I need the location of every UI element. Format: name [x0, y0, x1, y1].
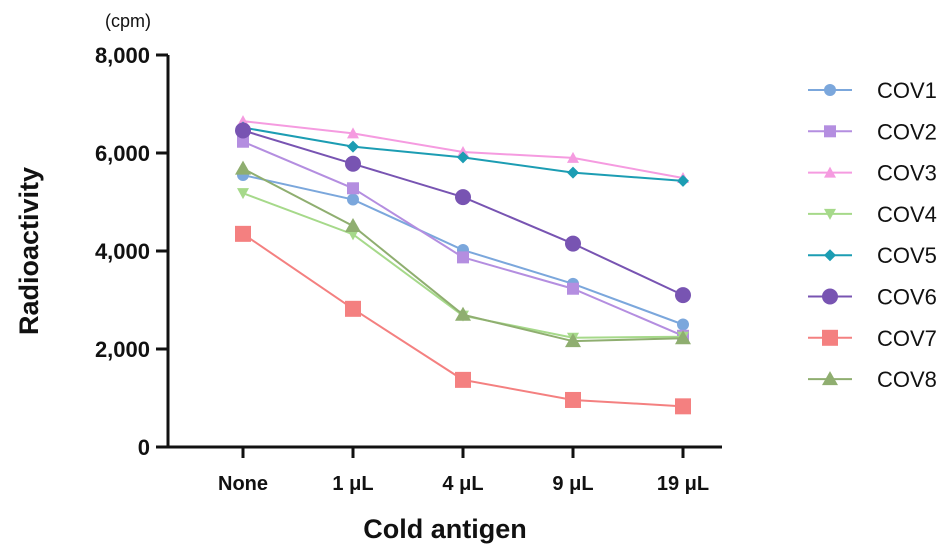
legend-item: COV3: [808, 161, 937, 186]
legend-label: COV2: [877, 119, 937, 144]
series-group: [235, 115, 691, 415]
series-cov6: [235, 122, 691, 304]
y-tick-label: 2,000: [95, 337, 150, 362]
data-point-diamond: [824, 249, 836, 262]
y-tick-label: 8,000: [95, 43, 150, 68]
data-point-triangle: [675, 330, 691, 345]
data-point-diamond: [347, 140, 359, 153]
data-point-square: [567, 282, 579, 295]
legend-item: COV6: [808, 285, 937, 310]
x-tick-label: 4 μL: [442, 473, 483, 495]
series-line: [242, 140, 684, 337]
data-point-triangle-down: [824, 208, 836, 220]
data-point-circle: [824, 84, 836, 96]
legend: COV1 COV2 COV3 COV4 COV5 COV6 COV7 COV8: [808, 78, 937, 392]
data-point-triangle: [235, 160, 251, 175]
data-point-square: [822, 329, 838, 346]
y-tick-label: 0: [138, 435, 150, 460]
data-point-square: [455, 371, 471, 388]
data-point-square: [345, 300, 361, 317]
legend-label: COV8: [877, 367, 937, 392]
y-unit-label: (cpm): [105, 11, 151, 31]
data-point-circle: [565, 235, 581, 252]
data-point-circle: [235, 122, 251, 139]
data-point-triangle-down: [347, 229, 359, 241]
y-axis-ticks: 0 2,000 4,000 6,000 8,000: [95, 43, 168, 460]
legend-item: COV1: [808, 78, 937, 103]
data-point-triangle: [567, 151, 579, 163]
legend-label: COV4: [877, 202, 937, 227]
data-point-triangle: [824, 166, 836, 178]
legend-label: COV7: [877, 326, 937, 351]
y-tick-label: 6,000: [95, 141, 150, 166]
data-point-square: [457, 251, 469, 264]
data-point-triangle: [455, 306, 471, 321]
data-point-triangle: [347, 127, 359, 139]
data-point-square: [675, 398, 691, 415]
y-axis-title: Radioactivity: [14, 167, 44, 335]
series-cov7: [235, 225, 691, 415]
legend-item: COV2: [808, 119, 937, 144]
data-point-triangle: [345, 218, 361, 233]
data-point-diamond: [677, 174, 689, 187]
axes: [166, 55, 722, 449]
series-cov8: [235, 160, 691, 348]
data-point-diamond: [567, 166, 579, 179]
x-axis-ticks: None 1 μL 4 μL 9 μL 19 μL: [218, 447, 709, 495]
data-point-circle: [345, 155, 361, 172]
data-point-circle: [675, 287, 691, 304]
legend-label: COV6: [877, 285, 937, 310]
legend-item: COV7: [808, 326, 937, 351]
data-point-triangle: [565, 333, 581, 348]
x-tick-label: 1 μL: [332, 473, 373, 495]
legend-item: COV8: [808, 367, 937, 392]
legend-label: COV1: [877, 78, 937, 103]
data-point-square: [824, 125, 836, 138]
data-point-triangle-down: [237, 188, 249, 200]
data-point-square: [237, 135, 249, 148]
data-point-square: [565, 391, 581, 408]
data-point-square: [235, 225, 251, 242]
x-axis-title: Cold antigen: [363, 514, 527, 544]
data-point-triangle: [822, 371, 838, 386]
data-point-circle: [822, 288, 838, 305]
data-point-circle: [347, 193, 359, 206]
legend-item: COV5: [808, 243, 937, 268]
legend-label: COV3: [877, 161, 937, 186]
data-point-diamond: [457, 151, 469, 164]
x-tick-label: 19 μL: [657, 473, 709, 495]
x-tick-label: None: [218, 473, 268, 495]
data-point-circle: [677, 318, 689, 331]
data-point-circle: [455, 189, 471, 206]
series-cov5: [237, 121, 689, 187]
data-point-square: [347, 182, 359, 195]
legend-label: COV5: [877, 243, 937, 268]
x-tick-label: 9 μL: [552, 473, 593, 495]
y-tick-label: 4,000: [95, 239, 150, 264]
legend-item: COV4: [808, 202, 937, 227]
